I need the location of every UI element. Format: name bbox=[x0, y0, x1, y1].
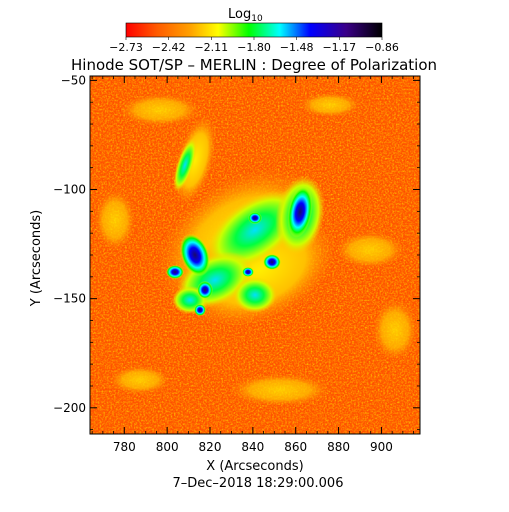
active-region bbox=[158, 116, 336, 327]
y-tick-label: −100 bbox=[53, 183, 86, 197]
y-tick-label: −50 bbox=[61, 73, 86, 87]
plot-title: Hinode SOT/SP – MERLIN : Degree of Polar… bbox=[71, 56, 437, 74]
strong-polarization-core-east bbox=[287, 186, 313, 238]
x-axis-label: X (Arcseconds) bbox=[206, 459, 303, 474]
timestamp: 7–Dec–2018 18:29:00.006 bbox=[173, 476, 344, 491]
colorbar-label: Log10 bbox=[228, 7, 263, 24]
x-axis: 780 800 820 840 860 880 900 bbox=[91, 76, 414, 454]
colorbar-tick-label: −1.80 bbox=[237, 41, 271, 54]
y-axis: −50 −100 −150 −200 bbox=[53, 73, 420, 431]
colorbar-ticks: −2.73 −2.42 −2.11 −1.80 −1.48 −1.17 −0.86 bbox=[109, 37, 399, 54]
strong-polarization-core-west bbox=[179, 233, 211, 277]
x-tick-label: 780 bbox=[113, 440, 136, 454]
colorbar: Log10 −2.73 −2.42 −2.11 −1.80 −1.48 −1.17 −0.8… bbox=[109, 7, 399, 54]
colorbar-tick-label: −0.86 bbox=[365, 41, 399, 54]
x-tick-label: 880 bbox=[327, 440, 350, 454]
colorbar-gradient bbox=[125, 22, 383, 38]
x-tick-label: 800 bbox=[156, 440, 179, 454]
colorbar-tick-label: −1.17 bbox=[322, 41, 356, 54]
colorbar-tick-label: −2.11 bbox=[194, 41, 228, 54]
colorbar-tick-label: −2.42 bbox=[152, 41, 186, 54]
colorbar-tick-label: −2.73 bbox=[109, 41, 143, 54]
y-axis-label: Y (Arcseconds) bbox=[29, 210, 44, 307]
x-tick-label: 840 bbox=[241, 440, 264, 454]
y-tick-label: −150 bbox=[53, 292, 86, 306]
colorbar-tick-label: −1.48 bbox=[280, 41, 314, 54]
x-tick-label: 820 bbox=[199, 440, 222, 454]
x-tick-label: 900 bbox=[370, 440, 393, 454]
polarization-map bbox=[90, 76, 420, 434]
y-tick-label: −200 bbox=[53, 401, 86, 415]
x-tick-label: 860 bbox=[284, 440, 307, 454]
